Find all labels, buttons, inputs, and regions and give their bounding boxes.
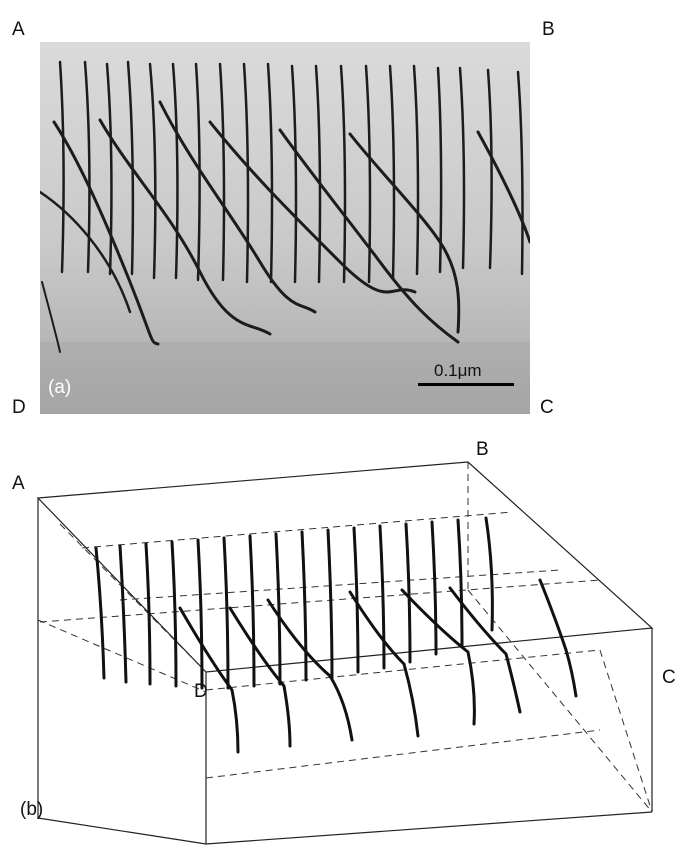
schematic-drawing	[36, 461, 654, 845]
corner-label-c-bottom: C	[662, 667, 676, 688]
corner-label-c-top: C	[540, 397, 554, 418]
corner-label-d-bottom: D	[194, 681, 208, 702]
panel-label-a: (a)	[48, 377, 72, 398]
scale-bar	[418, 383, 514, 386]
corner-label-d-top: D	[12, 397, 26, 418]
corner-label-a-top: A	[12, 19, 25, 40]
glide-planes	[37, 462, 653, 813]
dislocation-schematic	[0, 440, 684, 852]
corner-label-b-top: B	[542, 19, 555, 40]
dislocation-lines	[40, 60, 530, 353]
box-outline	[36, 461, 654, 845]
corner-label-b-bottom: B	[476, 439, 489, 460]
panel-label-b: (b)	[20, 799, 44, 820]
micrograph-image	[40, 42, 530, 414]
tem-micrograph	[40, 42, 530, 414]
dislocation-lines-3d	[94, 516, 578, 754]
corner-label-a-bottom: A	[12, 473, 25, 494]
scale-bar-label: 0.1μm	[434, 361, 482, 380]
